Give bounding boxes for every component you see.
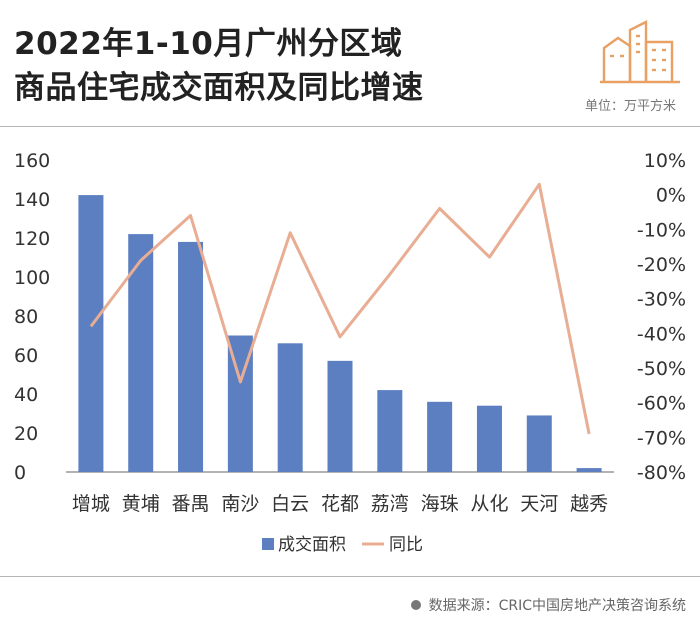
source-text: 数据来源：CRIC中国房地产决策咨询系统 <box>428 598 686 614</box>
y-left-tick-label: 40 <box>14 384 38 406</box>
y-right-tick-label: -50% <box>637 358 686 380</box>
bar-番禺 <box>178 241 204 472</box>
chart-title: 2022年1-10月广州分区域 商品住宅成交面积及同比增速 <box>14 22 424 110</box>
x-tick-label: 花都 <box>321 493 359 515</box>
y-left-tick-label: 20 <box>14 423 38 445</box>
y-right-tick-label: -10% <box>637 219 686 241</box>
building-icon <box>600 20 680 84</box>
x-tick-label: 南沙 <box>221 493 259 515</box>
y-right-tick-label: -30% <box>637 289 686 311</box>
bar-荔湾 <box>377 390 403 472</box>
title-line-2: 商品住宅成交面积及同比增速 <box>14 70 424 106</box>
bar-增城 <box>78 195 104 472</box>
y-left-tick-label: 160 <box>14 150 50 172</box>
y-right-tick-label: -60% <box>637 393 686 415</box>
x-tick-label: 荔湾 <box>371 493 409 515</box>
y-right-tick-label: -20% <box>637 254 686 276</box>
y-left-tick-label: 120 <box>14 228 50 250</box>
legend-line-label: 同比 <box>389 535 423 555</box>
x-tick-label: 天河 <box>520 493 558 515</box>
source-note: 数据来源：CRIC中国房地产决策咨询系统 <box>410 595 686 615</box>
x-tick-label: 黄埔 <box>122 493 160 515</box>
x-tick-label: 从化 <box>470 493 508 515</box>
unit-label: 单位：万平方米 <box>584 99 676 114</box>
bar-从化 <box>476 405 502 472</box>
bar-白云 <box>277 343 303 472</box>
y-left-tick-label: 80 <box>14 306 38 328</box>
footer-divider <box>0 576 700 577</box>
x-tick-label: 白云 <box>271 493 309 515</box>
bar-天河 <box>526 415 552 472</box>
y-left-tick-label: 140 <box>14 189 50 211</box>
y-left-tick-label: 60 <box>14 345 38 367</box>
x-tick-label: 越秀 <box>570 493 608 515</box>
x-tick-label: 海珠 <box>421 493 459 515</box>
legend-bar-label: 成交面积 <box>278 535 346 555</box>
yoy-series-line <box>89 182 591 435</box>
y-left-tick-label: 0 <box>14 462 26 484</box>
x-tick-label: 番禺 <box>172 493 210 515</box>
x-tick-label: 增城 <box>72 493 110 515</box>
y-right-tick-label: 0% <box>656 185 686 207</box>
title-line-1: 2022年1-10月广州分区域 <box>14 26 403 62</box>
source-dot-icon <box>410 600 421 610</box>
y-left-tick-label: 100 <box>14 267 50 289</box>
y-right-tick-label: -70% <box>637 427 686 449</box>
y-right-tick-label: 10% <box>644 150 686 172</box>
combo-chart: 0 20 40 60 80 100 120 140 160 -80% -70% -60% -50% -4… <box>14 150 686 555</box>
y-right-tick-label: -40% <box>637 323 686 345</box>
bar-海珠 <box>427 401 453 472</box>
legend: 成交面积 同比 <box>262 535 423 555</box>
y-right-tick-label: -80% <box>637 462 686 484</box>
bar-花都 <box>327 360 353 472</box>
legend-bar-swatch <box>262 538 274 550</box>
bar-越秀 <box>576 468 602 472</box>
header-divider <box>0 126 700 127</box>
